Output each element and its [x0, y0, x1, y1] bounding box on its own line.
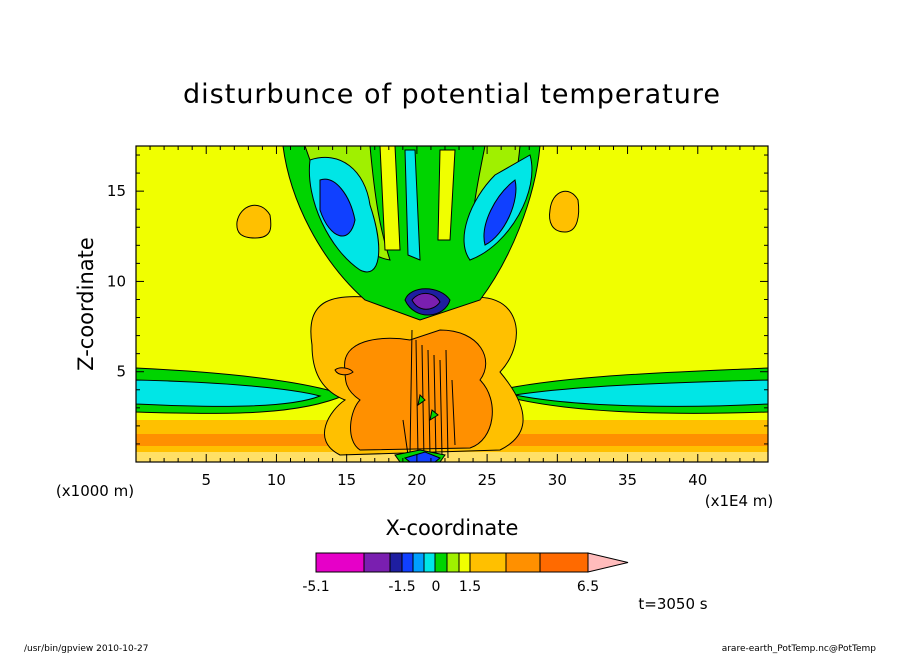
upper-yellow-column-2 [437, 149, 456, 241]
x-tick-label: 35 [618, 471, 637, 489]
colorbar-segment [389, 552, 403, 573]
footer-right: arare-earth_PotTemp.nc@PotTemp [722, 644, 877, 654]
colorbar-segment [505, 552, 541, 573]
left-orange-blob [236, 204, 272, 239]
colorbar-tick-label: 6.5 [577, 579, 599, 595]
turbulent-green-patches [417, 393, 439, 422]
turbulent-contours [402, 329, 456, 461]
plot-frame [135, 145, 769, 463]
x-axis: 5 10 15 20 25 30 35 40 [149, 146, 755, 489]
x-tick-label: 25 [478, 471, 497, 489]
x-scale-label: (x1E4 m) [705, 492, 774, 510]
right-blue-lobe [483, 179, 517, 246]
colorbar-tick-label: -5.1 [302, 579, 329, 595]
colorbar-tick-label: -1.5 [388, 579, 415, 595]
footer-left: /usr/bin/gpview 2010-10-27 [24, 644, 148, 654]
colorbar-segment [412, 552, 425, 573]
x-tick-label: 5 [201, 471, 211, 489]
x-tick-label: 10 [267, 471, 286, 489]
upper-yellow-column [379, 146, 401, 251]
colorbar-segment [423, 552, 436, 573]
colorbar-segment [434, 552, 448, 573]
chart-title: disturbunce of potential temperature [183, 79, 721, 110]
y-axis: 5 10 15 [107, 154, 768, 445]
colorbar-segment [469, 552, 507, 573]
left-blue-lobe [319, 178, 356, 237]
colorbar-segment [401, 552, 414, 573]
colorbar-segment [458, 552, 471, 573]
colorbar-segment [363, 552, 391, 573]
colorbar [315, 552, 629, 573]
contour-field [136, 146, 768, 462]
central-orange-core [344, 329, 493, 451]
x-tick-label: 30 [548, 471, 567, 489]
left-cyan-band [136, 379, 322, 407]
colorbar-segment [539, 552, 589, 573]
colorbar-segment [315, 552, 365, 573]
x-tick-label: 15 [337, 471, 356, 489]
time-label: t=3050 s [638, 595, 707, 613]
colorbar-extend-arrow [587, 552, 629, 573]
y-tick-label: 10 [107, 272, 126, 290]
y-axis-label: Z-coordinate [74, 237, 98, 371]
x-tick-label: 40 [688, 471, 707, 489]
y-tick-label: 5 [116, 363, 126, 381]
lower-band-fill-4 [136, 452, 768, 462]
right-orange-blob [549, 190, 580, 233]
colorbar-segment [446, 552, 460, 573]
colorbar-ticks: -5.1 -1.5 0 1.5 6.5 [302, 579, 599, 595]
colorbar-tick-label: 1.5 [459, 579, 481, 595]
colorbar-tick-label: 0 [432, 579, 441, 595]
upper-purple-core [411, 293, 441, 310]
y-tick-label: 15 [107, 182, 126, 200]
upper-cyan-column [404, 149, 421, 261]
small-orange-spot [334, 367, 354, 376]
x-tick-label: 20 [407, 471, 426, 489]
x-axis-label: X-coordinate [386, 516, 519, 540]
x-unit-label: (x1000 m) [56, 482, 134, 500]
